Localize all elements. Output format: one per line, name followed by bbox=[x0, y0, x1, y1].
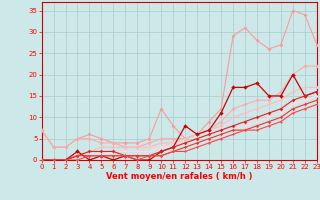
X-axis label: Vent moyen/en rafales ( km/h ): Vent moyen/en rafales ( km/h ) bbox=[106, 172, 252, 181]
